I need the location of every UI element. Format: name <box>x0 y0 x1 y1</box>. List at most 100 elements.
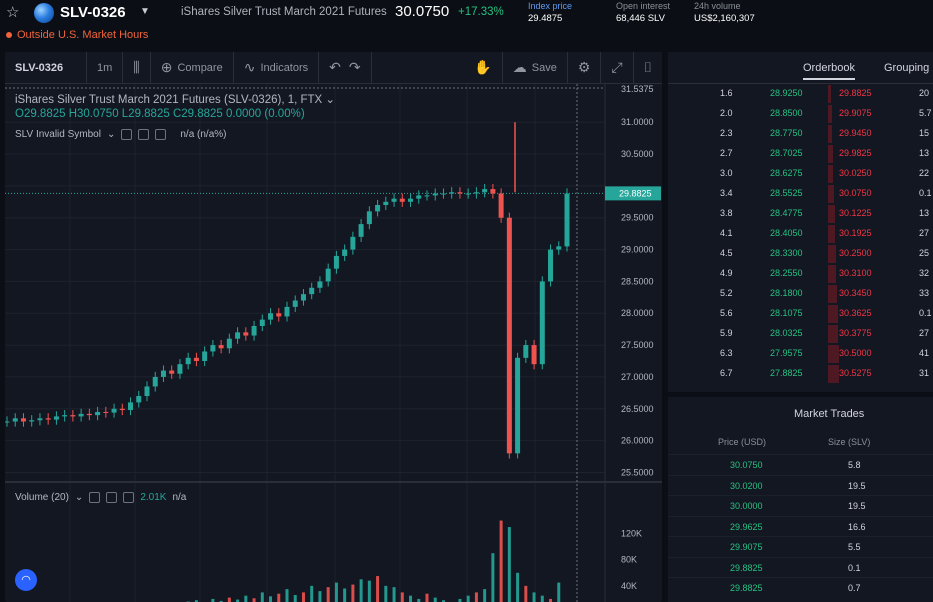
orderbook-bid: 28.1075 <box>770 308 803 318</box>
depth-bar <box>828 205 835 223</box>
orderbook-ask: 29.9825 <box>839 148 872 158</box>
save-button[interactable]: ☁ Save <box>503 51 568 84</box>
toolbar-symbol[interactable]: SLV-0326 <box>5 51 87 84</box>
orderbook-size: 5.9 <box>720 328 733 338</box>
volume-bar <box>351 584 355 602</box>
orderbook-row[interactable]: 3.4 28.5525 30.0750 0.1 <box>668 185 933 203</box>
candle-body <box>218 345 224 349</box>
orderbook-tail: 0.1 <box>919 188 932 198</box>
size-column-header: Size (SLV) <box>828 437 871 447</box>
volume-bar <box>285 589 289 602</box>
candle-body <box>506 217 512 454</box>
trade-price: 29.9625 <box>730 521 763 532</box>
orderbook-row[interactable]: 6.7 27.8825 30.5275 31 <box>668 365 933 383</box>
volume-bar <box>252 598 256 602</box>
stat-label: Open interest <box>616 1 671 11</box>
eye-icon[interactable] <box>121 129 133 140</box>
candle-body <box>383 201 389 205</box>
orderbook-tabs: Orderbook Grouping <box>668 52 933 84</box>
orderbook-row[interactable]: 5.2 28.1800 30.3450 33 <box>668 285 933 303</box>
volume-legend: Volume (20) ⌄ 2.01K n/a <box>15 492 186 503</box>
orderbook-bid: 28.4050 <box>770 228 803 238</box>
chevron-down-icon[interactable]: ⌄ <box>74 492 84 503</box>
close-icon[interactable] <box>123 492 135 503</box>
volume-bar <box>277 593 281 602</box>
candle-body <box>185 357 191 365</box>
indicator-name[interactable]: SLV Invalid Symbol <box>15 129 101 140</box>
volume-bar <box>211 598 215 602</box>
volume-tick-label: 40K <box>621 581 637 591</box>
orderbook-tail: 13 <box>919 208 930 218</box>
candle-body <box>95 411 101 416</box>
close-icon[interactable] <box>155 129 167 140</box>
redo-button[interactable]: ↷ <box>345 51 372 84</box>
depth-bar <box>828 185 834 203</box>
settings-icon[interactable] <box>138 129 150 140</box>
fullscreen-button[interactable]: ⤢ <box>601 51 634 84</box>
eye-icon[interactable] <box>89 492 101 503</box>
trade-price: 29.9075 <box>730 542 763 552</box>
orderbook-tail: 15 <box>919 128 930 138</box>
price-tick-label: 27.5000 <box>621 340 654 350</box>
volume-label[interactable]: Volume (20) <box>15 492 69 503</box>
orderbook-ask: 30.5000 <box>839 348 872 358</box>
open-interest-stat: Open interest 68,446 SLV <box>616 0 670 25</box>
volume-bar <box>269 596 273 602</box>
chevron-down-icon[interactable]: ▼ <box>140 6 150 17</box>
orderbook-row[interactable]: 2.3 28.7750 29.9450 15 <box>668 125 933 143</box>
tab-orderbook[interactable]: Orderbook <box>803 62 855 80</box>
indicator-value: n/a (n/a%) <box>180 129 227 140</box>
candle-body <box>103 411 109 413</box>
settings-icon[interactable] <box>106 492 118 503</box>
orderbook-row[interactable]: 5.9 28.0325 30.3775 27 <box>668 325 933 343</box>
chevron-down-icon[interactable]: ⌄ <box>106 129 116 140</box>
candle-body <box>136 396 142 403</box>
trade-price: 30.0750 <box>730 460 763 470</box>
hand-tool-button[interactable]: ✋ <box>464 51 503 84</box>
candle-body <box>78 413 84 417</box>
candle-type-button[interactable]: ⫼ <box>123 51 151 84</box>
price-chart[interactable]: 31.0000 30.5000 29.5000 29.0000 28.5000 28.00… <box>5 84 662 602</box>
tab-grouping[interactable]: Grouping <box>884 62 930 74</box>
settings-button[interactable]: ⚙ <box>568 51 602 84</box>
volume-bar <box>367 580 371 602</box>
screenshot-button[interactable]: ⌷ <box>634 52 662 84</box>
orderbook-size: 6.7 <box>720 368 733 378</box>
candle-body <box>564 193 570 247</box>
symbol-title[interactable]: SLV-0326 <box>60 4 126 21</box>
market-status-text: Outside U.S. Market Hours <box>17 29 149 41</box>
price-tick-label: 29.0000 <box>621 245 654 255</box>
tradingview-logo-icon[interactable]: ◠ <box>15 569 37 591</box>
orderbook-ask: 29.9450 <box>839 128 872 138</box>
volume-bar <box>417 598 421 602</box>
cloud-icon: ☁ <box>512 59 527 75</box>
orderbook-row[interactable]: 3.8 28.4775 30.1225 13 <box>668 205 933 223</box>
candle-body <box>366 211 372 225</box>
candle-body <box>424 195 430 197</box>
volume-bar <box>318 591 322 602</box>
orderbook-row[interactable]: 4.5 28.3300 30.2500 25 <box>668 245 933 263</box>
depth-bar <box>828 365 840 383</box>
star-icon[interactable]: ☆ <box>6 4 20 21</box>
volume-bar <box>491 553 495 602</box>
volume-bar <box>359 579 363 602</box>
candle-body <box>5 421 10 423</box>
volume-na: n/a <box>172 492 187 503</box>
orderbook-row[interactable]: 2.7 28.7025 29.9825 13 <box>668 145 933 163</box>
orderbook-row[interactable]: 6.3 27.9575 30.5000 41 <box>668 345 933 363</box>
compare-button[interactable]: ⊕ Compare <box>151 51 234 84</box>
indicators-button[interactable]: ∿ Indicators <box>234 51 320 84</box>
orderbook-bid: 28.6275 <box>770 168 803 178</box>
orderbook-row[interactable]: 5.6 28.1075 30.3625 0.1 <box>668 305 933 323</box>
volume-bar <box>540 595 544 602</box>
candle-body <box>111 408 117 413</box>
orderbook-row[interactable]: 1.6 28.9250 29.8825 20 <box>668 85 933 103</box>
legend-chevron-icon[interactable]: ⌄ <box>325 94 336 106</box>
candle-body <box>465 193 471 195</box>
orderbook-row[interactable]: 4.9 28.2550 30.3100 32 <box>668 265 933 283</box>
orderbook-row[interactable]: 3.0 28.6275 30.0250 22 <box>668 165 933 183</box>
interval-button[interactable]: 1m <box>87 51 124 84</box>
orderbook-row[interactable]: 2.0 28.8500 29.9075 5.7 <box>668 105 933 123</box>
orderbook-row[interactable]: 4.1 28.4050 30.1925 27 <box>668 225 933 243</box>
undo-button[interactable]: ↶ <box>319 52 345 84</box>
